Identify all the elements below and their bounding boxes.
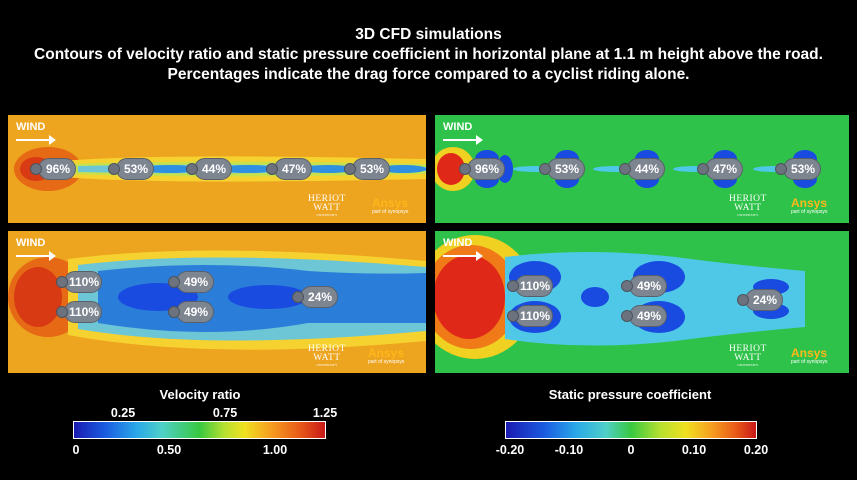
cyclist-marker: 49% bbox=[621, 275, 667, 297]
drag-percentage: 47% bbox=[712, 162, 738, 176]
pressure-colorbar bbox=[505, 421, 757, 439]
wind-label: WIND bbox=[16, 121, 46, 133]
drag-percentage: 53% bbox=[790, 162, 816, 176]
cyclist-marker: 49% bbox=[621, 305, 667, 327]
cyclist-marker: 24% bbox=[737, 289, 783, 311]
drag-percentage: 49% bbox=[636, 279, 662, 293]
drag-percentage: 49% bbox=[636, 309, 662, 323]
cyclist-marker: 49% bbox=[168, 301, 214, 323]
velocity-tick-label: 0.25 bbox=[110, 406, 136, 420]
drag-percentage: 44% bbox=[201, 162, 227, 176]
cyclist-marker: 53% bbox=[539, 158, 585, 180]
drag-percentage: 49% bbox=[183, 305, 209, 319]
heriot-watt-logo: HERIOT WATT UNIVERSITY bbox=[308, 344, 346, 367]
cyclist-marker: 110% bbox=[507, 305, 553, 327]
velocity-single-file-panel: WIND 96% 53% 44% 47% 53% HERIOT WATT UNIVE… bbox=[8, 115, 426, 223]
velocity-tick-label: 0 bbox=[72, 443, 80, 457]
cyclist-marker: 96% bbox=[459, 158, 505, 180]
drag-percentage: 53% bbox=[359, 162, 385, 176]
velocity-two-abreast-panel: WIND 110% 110% 49% 49% 24% HERIOT WATT UNI… bbox=[8, 231, 426, 373]
drag-percentage: 44% bbox=[634, 162, 660, 176]
pressure-tick-label: -0.10 bbox=[554, 443, 584, 457]
figure-subtitle: Contours of velocity ratio and static pr… bbox=[34, 46, 823, 63]
pressure-legend-title: Static pressure coefficient bbox=[548, 387, 712, 402]
velocity-tick-label: 0.50 bbox=[156, 443, 182, 457]
pressure-contour-field bbox=[435, 231, 849, 373]
drag-percentage: 49% bbox=[183, 275, 209, 289]
wind-arrow-icon bbox=[16, 135, 56, 145]
pressure-tick-label: -0.20 bbox=[495, 443, 525, 457]
wind-arrow-icon bbox=[443, 251, 483, 261]
drag-percentage: 96% bbox=[474, 162, 500, 176]
cyclist-marker: 53% bbox=[775, 158, 821, 180]
wind-label: WIND bbox=[16, 237, 46, 249]
cyclist-marker: 110% bbox=[507, 275, 553, 297]
cyclist-marker: 110% bbox=[56, 271, 102, 293]
pressure-two-abreast-panel: WIND 110% 110% 49% 49% 24% HERIOT WATT UNI… bbox=[435, 231, 849, 373]
velocity-tick-label: 0.75 bbox=[212, 406, 238, 420]
velocity-colorbar bbox=[73, 421, 326, 439]
cyclist-marker: 49% bbox=[168, 271, 214, 293]
cyclist-marker: 96% bbox=[30, 158, 76, 180]
ansys-logo: Ansys part of synopsys bbox=[791, 196, 828, 215]
cyclist-marker: 47% bbox=[697, 158, 743, 180]
wind-arrow-icon bbox=[16, 251, 56, 261]
ansys-logo: Ansys part of synopsys bbox=[368, 346, 405, 365]
figure-caption: Percentages indicate the drag force comp… bbox=[167, 66, 690, 83]
figure-title: 3D CFD simulations bbox=[355, 26, 502, 43]
ansys-logo: Ansys part of synopsys bbox=[791, 346, 828, 365]
wind-arrow-icon bbox=[443, 135, 483, 145]
drag-percentage: 110% bbox=[68, 305, 100, 319]
drag-percentage: 96% bbox=[45, 162, 71, 176]
pressure-tick-label: 0.10 bbox=[681, 443, 707, 457]
drag-percentage: 53% bbox=[123, 162, 149, 176]
drag-percentage: 24% bbox=[307, 290, 333, 304]
drag-percentage: 110% bbox=[519, 279, 551, 293]
drag-percentage: 110% bbox=[68, 275, 100, 289]
wind-label: WIND bbox=[443, 121, 473, 133]
heriot-watt-logo: HERIOT WATT UNIVERSITY bbox=[729, 344, 767, 367]
velocity-tick-label: 1.00 bbox=[262, 443, 288, 457]
velocity-tick-label: 1.25 bbox=[312, 406, 338, 420]
drag-percentage: 24% bbox=[752, 293, 778, 307]
cyclist-marker: 53% bbox=[344, 158, 390, 180]
drag-percentage: 53% bbox=[554, 162, 580, 176]
pressure-single-file-panel: WIND 96% 53% 44% 47% 53% HERIOT WATT UNIVE… bbox=[435, 115, 849, 223]
cyclist-marker: 47% bbox=[266, 158, 312, 180]
cyclist-marker: 44% bbox=[619, 158, 665, 180]
heriot-watt-logo: HERIOT WATT UNIVERSITY bbox=[729, 194, 767, 217]
cyclist-marker: 53% bbox=[108, 158, 154, 180]
wind-label: WIND bbox=[443, 237, 473, 249]
drag-percentage: 110% bbox=[519, 309, 551, 323]
cyclist-marker: 110% bbox=[56, 301, 102, 323]
cyclist-marker: 44% bbox=[186, 158, 232, 180]
drag-percentage: 47% bbox=[281, 162, 307, 176]
ansys-logo: Ansys part of synopsys bbox=[372, 196, 409, 215]
cyclist-marker: 24% bbox=[292, 286, 338, 308]
pressure-tick-label: 0.20 bbox=[743, 443, 769, 457]
pressure-tick-label: 0 bbox=[627, 443, 635, 457]
velocity-legend-title: Velocity ratio bbox=[159, 387, 241, 402]
heriot-watt-logo: HERIOT WATT UNIVERSITY bbox=[308, 194, 346, 217]
